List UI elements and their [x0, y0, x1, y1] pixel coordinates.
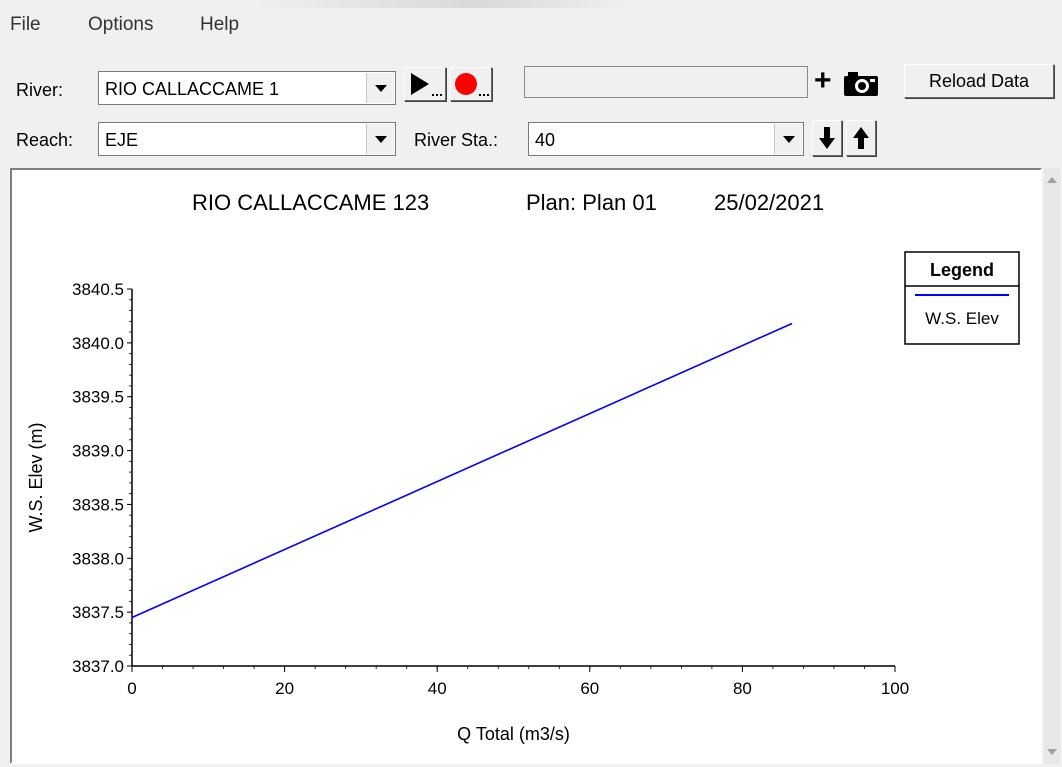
legend-box [904, 251, 1020, 345]
scroll-up-icon[interactable] [1044, 170, 1060, 190]
y-axis-label: W.S. Elev (m) [26, 422, 46, 532]
plot-plan: Plan: Plan 01 [526, 190, 657, 215]
x-tick-label: 0 [127, 679, 136, 698]
chevron-down-icon[interactable] [366, 124, 394, 154]
x-axis-label: Q Total (m3/s) [457, 724, 570, 744]
scroll-down-icon[interactable] [1044, 742, 1060, 762]
menu-options[interactable]: Options [88, 14, 154, 35]
vertical-scrollbar[interactable] [1042, 168, 1062, 764]
river-sta-select[interactable]: 40 [528, 122, 804, 156]
reload-data-label: Reload Data [928, 71, 1030, 91]
reach-select[interactable]: EJE [98, 122, 396, 156]
rating-curve-chart: RIO CALLACCAME 123 Plan: Plan 01 25/02/2… [26, 190, 1020, 744]
series-line-ws-elev [131, 322, 793, 619]
x-tick-label: 60 [580, 679, 599, 698]
reach-label: Reach: [16, 130, 74, 150]
filter-input[interactable] [524, 66, 808, 98]
station-up-button[interactable] [846, 120, 876, 156]
menu-file[interactable]: File [10, 14, 41, 35]
x-tick-label: 100 [881, 679, 909, 698]
y-tick-label: 3837.5 [72, 603, 124, 622]
menu-help[interactable]: Help [200, 14, 240, 35]
y-tick-label: 3840.5 [72, 280, 124, 299]
record-icon [455, 73, 489, 96]
camera-icon[interactable] [842, 70, 882, 98]
x-tick-label: 20 [275, 679, 294, 698]
y-tick-label: 3839.5 [72, 388, 124, 407]
record-button[interactable] [450, 67, 492, 101]
arrow-up-icon [853, 127, 869, 149]
scrollbar-track[interactable] [1044, 168, 1060, 764]
reload-data-button[interactable]: Reload Data [904, 64, 1054, 98]
legend-entry: W.S. Elev [925, 309, 999, 328]
x-tick-label: 40 [428, 679, 447, 698]
river-sta-select-value: 40 [535, 130, 556, 150]
y-tick-label: 3839.0 [72, 442, 124, 461]
river-select-value: RIO CALLACCAME 1 [105, 79, 280, 99]
x-tick-label: 80 [733, 679, 752, 698]
menu-bar: File Options Help [0, 0, 1062, 46]
plot-date: 25/02/2021 [714, 190, 824, 215]
chevron-down-icon[interactable] [774, 124, 802, 154]
river-sta-label: River Sta.: [414, 130, 499, 150]
chevron-down-icon[interactable] [366, 73, 394, 103]
title-bar-shadow [250, 0, 630, 8]
legend-title: Legend [930, 260, 994, 280]
y-tick-label: 3838.0 [72, 549, 124, 568]
y-tick-label: 3838.5 [72, 495, 124, 514]
reach-select-value: EJE [105, 130, 139, 150]
y-tick-label: 3837.0 [72, 657, 124, 676]
station-down-button[interactable] [812, 120, 842, 156]
plot-title: RIO CALLACCAME 123 [192, 190, 429, 215]
arrow-down-icon [819, 127, 835, 149]
river-label: River: [16, 80, 64, 100]
y-tick-label: 3840.0 [72, 334, 124, 353]
river-select[interactable]: RIO CALLACCAME 1 [98, 71, 396, 105]
play-icon [411, 73, 442, 96]
play-button[interactable] [404, 67, 446, 101]
plus-icon[interactable]: + [814, 64, 832, 97]
plot-area: RIO CALLACCAME 123 Plan: Plan 01 25/02/2… [10, 168, 1042, 764]
